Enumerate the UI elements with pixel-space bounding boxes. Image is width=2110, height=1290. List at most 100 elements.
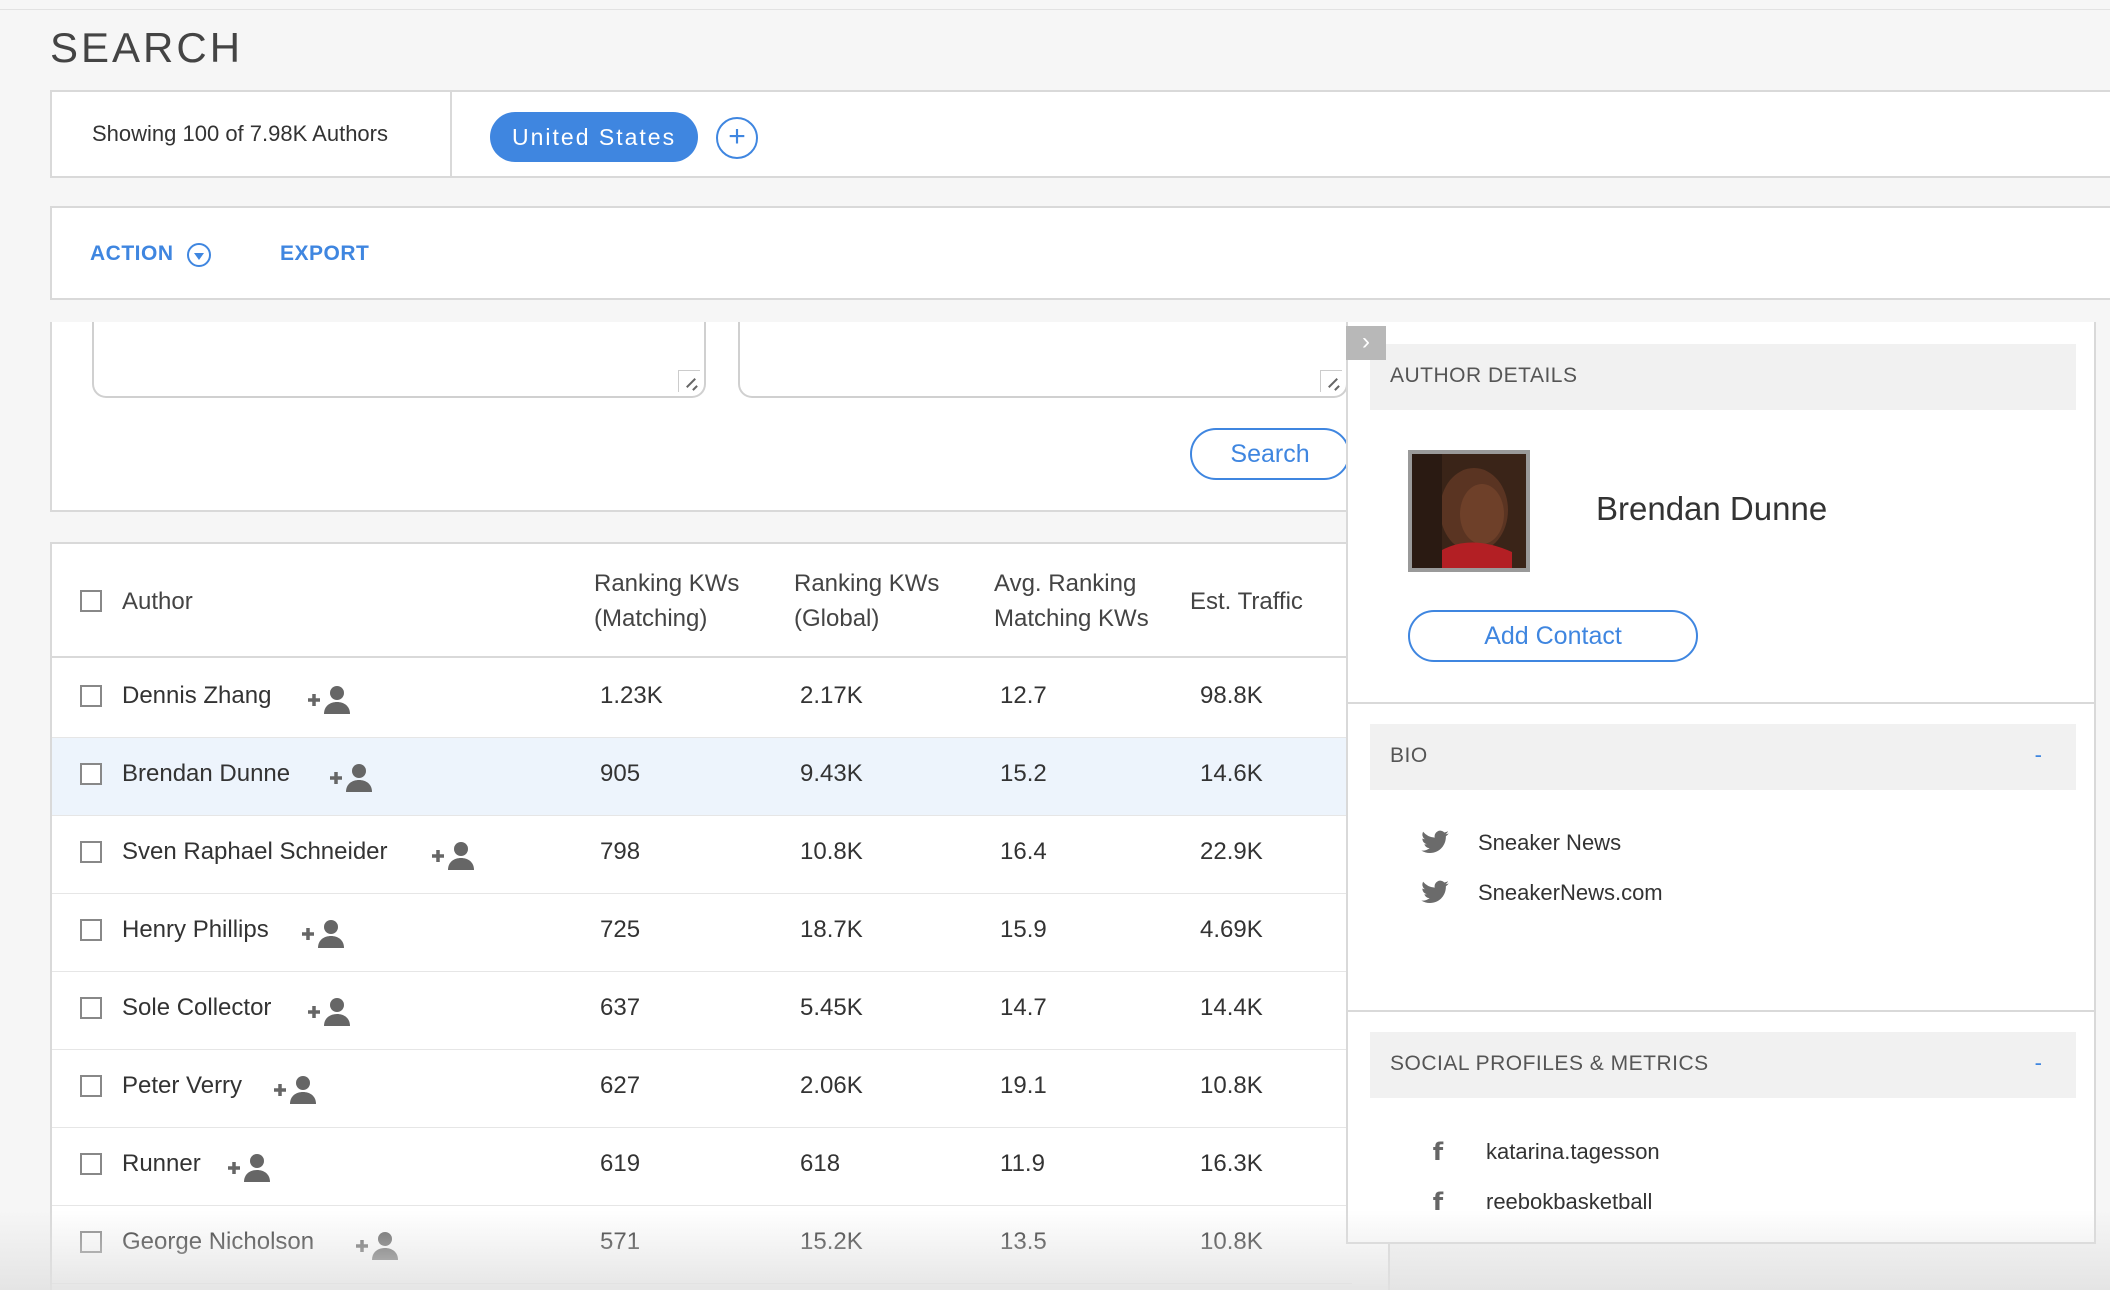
kw-global-value: 18.7K xyxy=(800,916,863,943)
kw-matching-value: 798 xyxy=(600,838,641,865)
kw-global-value: 618 xyxy=(800,1150,841,1177)
table-row[interactable]: George Nicholson 571 15.2K 13.5 10.8K xyxy=(52,1206,1352,1284)
kw-global-value: 9.43K xyxy=(800,760,863,787)
table-header: Author Ranking KWs (Matching) Ranking KW… xyxy=(52,544,1352,658)
keywords-textarea[interactable] xyxy=(92,322,706,398)
social-profile-handle[interactable]: katarina.tagesson xyxy=(1486,1139,1660,1164)
traffic-value: 10.8K xyxy=(1200,1072,1263,1099)
table-row[interactable]: Brendan Dunne 905 9.43K 15.2 14.6K xyxy=(52,738,1352,816)
divider xyxy=(1348,1010,2094,1012)
add-person-icon[interactable] xyxy=(300,918,348,948)
avg-rank-value: 14.7 xyxy=(1000,994,1047,1021)
export-button[interactable]: EXPORT xyxy=(280,242,370,265)
row-checkbox[interactable] xyxy=(80,1231,102,1253)
kw-matching-value: 725 xyxy=(600,916,641,943)
add-person-icon[interactable] xyxy=(354,1230,402,1260)
avatar xyxy=(1408,450,1530,572)
author-name[interactable]: Peter Verry xyxy=(122,1072,243,1099)
author-name[interactable]: Sven Raphael Schneider xyxy=(122,838,388,865)
author-detail-name: Brendan Dunne xyxy=(1596,490,1828,527)
kw-matching-value: 571 xyxy=(600,1228,641,1255)
select-all-checkbox[interactable] xyxy=(80,590,102,612)
bio-item-text[interactable]: SneakerNews.com xyxy=(1478,880,1663,905)
bio-item-text[interactable]: Sneaker News xyxy=(1478,830,1622,855)
add-person-icon[interactable] xyxy=(272,1074,320,1104)
table-row[interactable]: Henry Phillips 725 18.7K 15.9 4.69K xyxy=(52,894,1352,972)
add-person-icon[interactable] xyxy=(306,684,354,714)
row-checkbox[interactable] xyxy=(80,841,102,863)
social-section-header[interactable]: SOCIAL PROFILES & METRICS - xyxy=(1370,1032,2076,1098)
social-profile-item[interactable]: f katarina.tagesson xyxy=(1426,1138,1660,1166)
avg-rank-value: 19.1 xyxy=(1000,1072,1047,1099)
avg-rank-value: 15.2 xyxy=(1000,760,1047,787)
author-name[interactable]: Sole Collector xyxy=(122,994,272,1021)
chevron-down-icon[interactable] xyxy=(187,243,211,267)
row-checkbox[interactable] xyxy=(80,685,102,707)
row-checkbox[interactable] xyxy=(80,919,102,941)
column-author[interactable]: Author xyxy=(122,588,193,615)
table-row[interactable]: Runner 619 618 11.9 16.3K xyxy=(52,1128,1352,1206)
search-button[interactable]: Search xyxy=(1190,428,1350,480)
author-name[interactable]: Runner xyxy=(122,1150,201,1177)
row-checkbox[interactable] xyxy=(80,997,102,1019)
action-menu-button[interactable]: ACTION xyxy=(90,242,174,265)
kw-matching-value: 637 xyxy=(600,994,641,1021)
resize-handle-icon[interactable] xyxy=(1320,370,1342,392)
add-person-icon[interactable] xyxy=(226,1152,274,1182)
traffic-value: 16.3K xyxy=(1200,1150,1263,1177)
traffic-value: 10.8K xyxy=(1200,1228,1263,1255)
avg-rank-value: 12.7 xyxy=(1000,682,1047,709)
results-count: Showing 100 of 7.98K Authors xyxy=(52,92,452,176)
author-name[interactable]: Dennis Zhang xyxy=(122,682,272,709)
bio-item[interactable]: Sneaker News xyxy=(1420,830,1621,856)
row-checkbox[interactable] xyxy=(80,1075,102,1097)
authors-table: Author Ranking KWs (Matching) Ranking KW… xyxy=(50,542,1390,1290)
add-contact-button[interactable]: Add Contact xyxy=(1408,610,1698,662)
author-details-panel: AUTHOR DETAILS Brendan Dunne Add Contact… xyxy=(1346,322,2096,1244)
author-name[interactable]: George Nicholson xyxy=(122,1228,315,1255)
table-row[interactable]: Dennis Zhang 1.23K 2.17K 12.7 98.8K xyxy=(52,660,1352,738)
traffic-value: 22.9K xyxy=(1200,838,1263,865)
avg-rank-value: 13.5 xyxy=(1000,1228,1047,1255)
add-person-icon[interactable] xyxy=(430,840,478,870)
add-person-icon[interactable] xyxy=(328,762,376,792)
urls-textarea[interactable] xyxy=(738,322,1348,398)
collapse-social-toggle[interactable]: - xyxy=(2034,1050,2042,1075)
social-profile-handle[interactable]: reebokbasketball xyxy=(1486,1189,1653,1214)
kw-matching-value: 905 xyxy=(600,760,641,787)
author-name[interactable]: Henry Phillips xyxy=(122,916,269,943)
filter-bar: Showing 100 of 7.98K Authors United Stat… xyxy=(50,90,2110,178)
social-profile-item[interactable]: f reebokbasketball xyxy=(1426,1188,1653,1216)
row-checkbox[interactable] xyxy=(80,763,102,785)
author-name[interactable]: Brendan Dunne xyxy=(122,760,291,787)
kw-global-value: 2.17K xyxy=(800,682,863,709)
bio-section-header[interactable]: BIO - xyxy=(1370,724,2076,790)
add-filter-button[interactable]: + xyxy=(716,117,758,159)
table-row[interactable]: Peter Verry 627 2.06K 19.1 10.8K xyxy=(52,1050,1352,1128)
row-checkbox[interactable] xyxy=(80,1153,102,1175)
action-bar: ACTION EXPORT xyxy=(50,206,2110,300)
divider xyxy=(1348,702,2094,704)
column-ranking-kws-global[interactable]: Ranking KWs (Global) xyxy=(794,570,940,632)
page-title: SEARCH xyxy=(50,24,244,71)
table-row[interactable]: Sole Collector 637 5.45K 14.7 14.4K xyxy=(52,972,1352,1050)
column-est-traffic[interactable]: Est. Traffic xyxy=(1190,588,1303,615)
add-person-icon[interactable] xyxy=(306,996,354,1026)
collapse-panel-button[interactable]: › xyxy=(1346,326,1386,360)
traffic-value: 14.4K xyxy=(1200,994,1263,1021)
author-details-header: AUTHOR DETAILS xyxy=(1370,344,2076,410)
traffic-value: 4.69K xyxy=(1200,916,1263,943)
collapse-bio-toggle[interactable]: - xyxy=(2034,742,2042,767)
filter-chip-united-states[interactable]: United States xyxy=(490,112,699,162)
table-row[interactable]: Sven Raphael Schneider 798 10.8K 16.4 22… xyxy=(52,816,1352,894)
kw-global-value: 2.06K xyxy=(800,1072,863,1099)
resize-handle-icon[interactable] xyxy=(678,370,700,392)
kw-global-value: 10.8K xyxy=(800,838,863,865)
bio-item[interactable]: SneakerNews.com xyxy=(1420,880,1663,906)
avg-rank-value: 16.4 xyxy=(1000,838,1047,865)
column-ranking-kws-matching[interactable]: Ranking KWs (Matching) xyxy=(594,570,740,632)
facebook-icon: f xyxy=(1432,1188,1444,1216)
kw-matching-value: 619 xyxy=(600,1150,641,1177)
column-avg-ranking[interactable]: Avg. Ranking Matching KWs xyxy=(994,570,1149,632)
search-panel: Search xyxy=(50,322,1350,512)
